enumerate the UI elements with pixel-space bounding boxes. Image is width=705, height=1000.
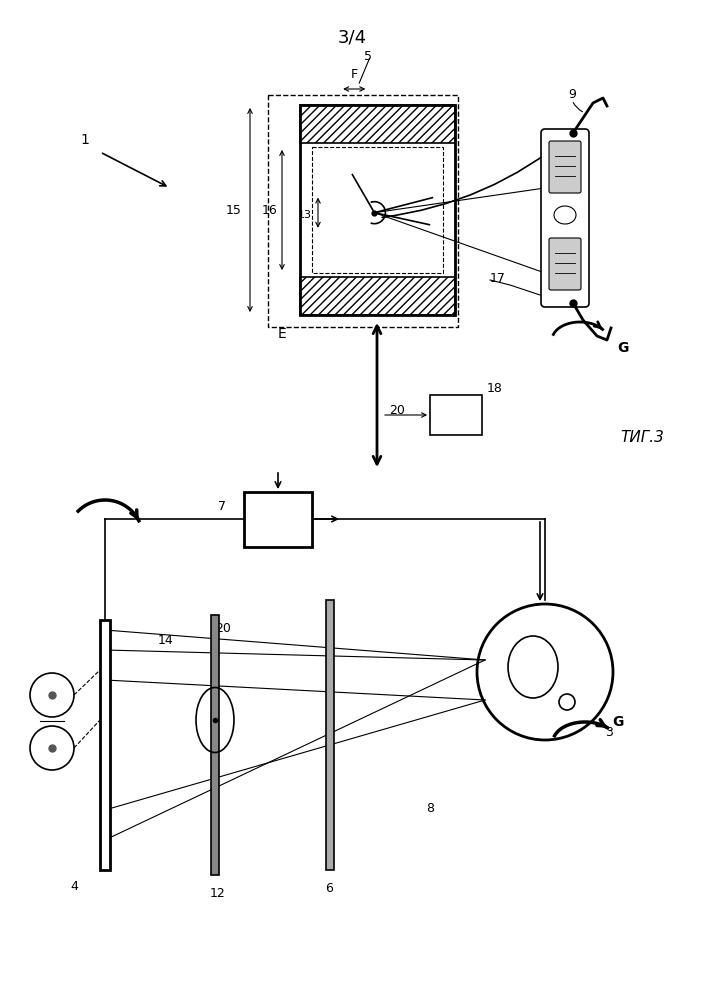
Text: E: E bbox=[278, 327, 286, 341]
Bar bbox=[326, 600, 334, 870]
Bar bbox=[244, 492, 312, 547]
Bar bbox=[430, 395, 482, 435]
Text: ΤИГ.3: ΤИГ.3 bbox=[620, 430, 664, 445]
Bar bbox=[100, 620, 110, 870]
Text: 20: 20 bbox=[215, 621, 231, 635]
Bar bbox=[300, 105, 455, 315]
Text: 14: 14 bbox=[158, 634, 173, 647]
Text: 20: 20 bbox=[389, 403, 405, 416]
Text: 15: 15 bbox=[226, 204, 242, 217]
Text: 5: 5 bbox=[364, 50, 372, 64]
FancyBboxPatch shape bbox=[541, 129, 589, 307]
Text: 6: 6 bbox=[325, 882, 333, 895]
Text: 4: 4 bbox=[70, 880, 78, 893]
Bar bbox=[211, 615, 219, 875]
Text: 8: 8 bbox=[426, 802, 434, 814]
Text: 3: 3 bbox=[605, 726, 613, 738]
Text: 17: 17 bbox=[490, 271, 506, 284]
Text: 13: 13 bbox=[298, 210, 312, 220]
Text: 9: 9 bbox=[568, 89, 576, 102]
Bar bbox=[312, 147, 443, 273]
Text: 7: 7 bbox=[218, 500, 226, 513]
Text: 3/4: 3/4 bbox=[338, 28, 367, 46]
Text: F: F bbox=[350, 68, 358, 82]
Bar bbox=[300, 105, 455, 143]
Text: 1: 1 bbox=[80, 133, 90, 147]
Text: G: G bbox=[617, 341, 628, 355]
Text: 16: 16 bbox=[262, 204, 277, 217]
FancyBboxPatch shape bbox=[549, 141, 581, 193]
FancyBboxPatch shape bbox=[549, 238, 581, 290]
Text: 18: 18 bbox=[487, 381, 503, 394]
Text: 12: 12 bbox=[210, 887, 226, 900]
Bar bbox=[268, 95, 458, 327]
Text: G: G bbox=[613, 715, 624, 729]
Bar bbox=[300, 277, 455, 315]
